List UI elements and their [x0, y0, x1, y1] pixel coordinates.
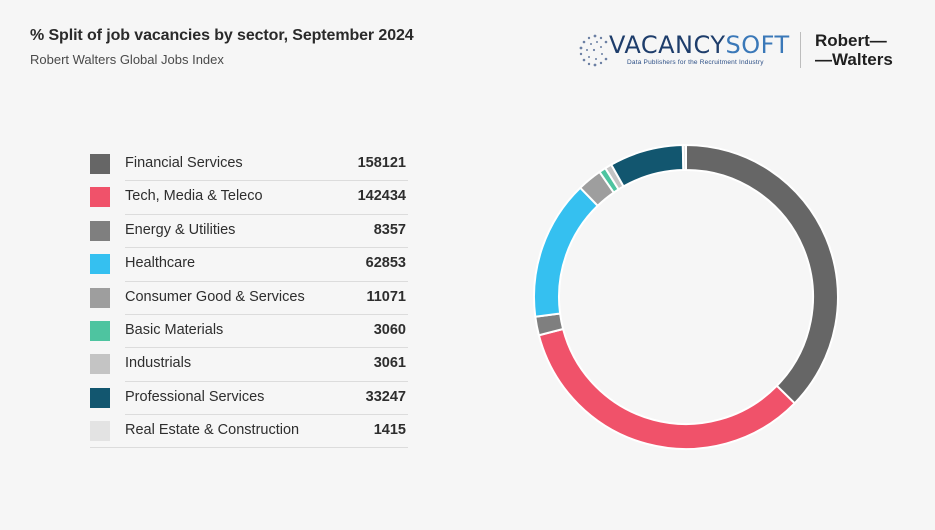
legend-label: Professional Services — [125, 388, 265, 405]
chart-legend: Financial Services 158121 Tech, Media & Te… — [90, 147, 408, 448]
vacancysoft-logo: VACANCYSOFT Data Publishers for the Recr… — [575, 30, 789, 70]
legend-divider — [125, 180, 408, 182]
legend-label: Energy & Utilities — [125, 221, 236, 238]
legend-label: Consumer Good & Services — [125, 288, 305, 305]
legend-value: 62853 — [365, 255, 406, 272]
legend-swatch — [90, 254, 110, 275]
donut-slice — [609, 144, 685, 188]
legend-label: Healthcare — [125, 255, 196, 272]
legend-item: Healthcare 62853 — [90, 247, 408, 282]
legend-swatch — [90, 220, 110, 241]
legend-value: 142434 — [357, 188, 406, 205]
donut-slice — [578, 170, 616, 208]
legend-swatch — [90, 354, 110, 375]
legend-divider — [125, 313, 408, 315]
legend-label: Tech, Media & Teleco — [125, 188, 263, 205]
legend-label: Industrials — [125, 355, 192, 372]
legend-swatch — [90, 421, 110, 442]
legend-divider — [125, 247, 408, 249]
legend-divider — [125, 347, 408, 349]
donut-slice — [598, 166, 620, 194]
legend-swatch — [90, 154, 110, 174]
legend-label: Basic Materials — [125, 321, 224, 338]
legend-item: Industrials 3061 — [90, 347, 408, 382]
logo-divider — [800, 32, 801, 68]
legend-divider — [125, 213, 408, 215]
legend-label: Financial Services — [125, 155, 243, 171]
donut-slice — [533, 186, 600, 318]
legend-value: 11071 — [366, 288, 406, 305]
donut-slice — [534, 312, 565, 337]
robert-walters-logo: Robert— —Walters — [815, 31, 893, 69]
legend-swatch — [90, 387, 110, 408]
legend-divider — [125, 414, 408, 416]
legend-divider — [125, 380, 408, 382]
donut-slice — [685, 143, 839, 405]
donut-slice — [681, 143, 687, 172]
legend-value: 8357 — [373, 221, 406, 238]
legend-value: 33247 — [365, 388, 406, 405]
legend-item: Energy & Utilities 8357 — [90, 214, 408, 249]
legend-item: Tech, Media & Teleco 142434 — [90, 180, 408, 215]
vacancysoft-dots-icon — [579, 34, 608, 67]
legend-value: 3060 — [373, 321, 406, 338]
donut-slice — [537, 327, 797, 450]
legend-swatch — [90, 287, 110, 308]
legend-divider — [125, 446, 408, 448]
legend-swatch — [90, 187, 110, 208]
legend-item: Professional Services 33247 — [90, 381, 408, 416]
legend-item: Consumer Good & Services 11071 — [90, 281, 408, 315]
legend-label: Real Estate & Construction — [125, 422, 300, 439]
legend-divider — [125, 280, 408, 282]
vacancysoft-wordmark: VACANCYSOFT — [609, 31, 790, 59]
chart-subtitle: Robert Walters Global Jobs Index — [30, 52, 224, 67]
legend-item: Basic Materials 3060 — [90, 314, 408, 349]
legend-value: 3061 — [373, 355, 406, 372]
legend-value: 158121 — [357, 155, 406, 171]
legend-value: 1415 — [373, 422, 406, 439]
legend-item: Financial Services 158121 — [90, 147, 408, 182]
donut-slice — [603, 163, 625, 191]
legend-swatch — [90, 320, 110, 341]
vacancysoft-tagline: Data Publishers for the Recruitment Indu… — [627, 59, 764, 66]
legend-item: Real Estate & Construction 1415 — [90, 414, 408, 448]
chart-title: % Split of job vacancies by sector, Sept… — [30, 27, 414, 44]
